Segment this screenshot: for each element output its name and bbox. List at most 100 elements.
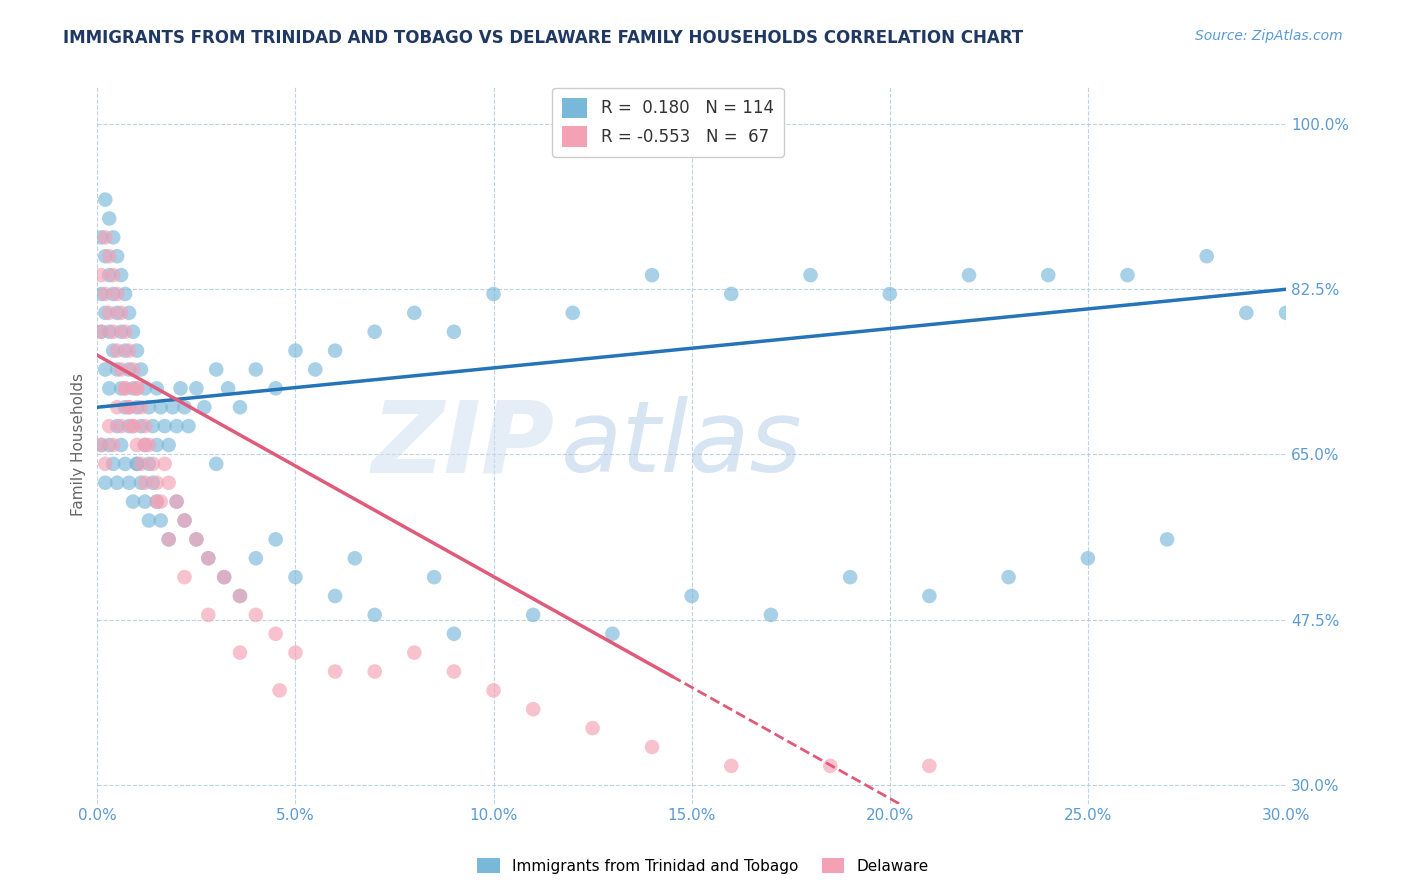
Point <box>110 381 132 395</box>
Point <box>125 457 148 471</box>
Text: Source: ZipAtlas.com: Source: ZipAtlas.com <box>1195 29 1343 43</box>
Point <box>177 419 200 434</box>
Point <box>105 343 128 358</box>
Point <box>125 381 148 395</box>
Point <box>482 287 505 301</box>
Point <box>129 401 152 415</box>
Point <box>323 343 346 358</box>
Point <box>404 646 426 660</box>
Point <box>114 381 136 395</box>
Point <box>114 343 136 358</box>
Point <box>1156 533 1178 547</box>
Point <box>105 419 128 434</box>
Point <box>149 401 172 415</box>
Point <box>197 551 219 566</box>
Point <box>110 306 132 320</box>
Point <box>363 325 385 339</box>
Point <box>118 343 141 358</box>
Point <box>162 401 184 415</box>
Point <box>94 230 117 244</box>
Point <box>105 306 128 320</box>
Point <box>90 325 112 339</box>
Point <box>122 381 145 395</box>
Point <box>205 362 228 376</box>
Point <box>103 438 125 452</box>
Point <box>1195 249 1218 263</box>
Point <box>90 438 112 452</box>
Point <box>166 419 188 434</box>
Point <box>720 287 742 301</box>
Point <box>1275 306 1298 320</box>
Point <box>229 646 252 660</box>
Point <box>229 589 252 603</box>
Point <box>114 401 136 415</box>
Legend: R =  0.180   N = 114, R = -0.553   N =  67: R = 0.180 N = 114, R = -0.553 N = 67 <box>553 87 783 156</box>
Point <box>269 683 291 698</box>
Point <box>125 438 148 452</box>
Point <box>522 607 544 622</box>
Point <box>245 362 267 376</box>
Point <box>186 381 208 395</box>
Point <box>146 475 169 490</box>
Point <box>103 457 125 471</box>
Point <box>90 325 112 339</box>
Point <box>641 739 664 754</box>
Legend: Immigrants from Trinidad and Tobago, Delaware: Immigrants from Trinidad and Tobago, Del… <box>471 852 935 880</box>
Point <box>157 438 180 452</box>
Point <box>146 494 169 508</box>
Point <box>94 362 117 376</box>
Point <box>799 268 821 282</box>
Point <box>125 343 148 358</box>
Text: ZIP: ZIP <box>373 396 555 493</box>
Point <box>98 419 121 434</box>
Text: IMMIGRANTS FROM TRINIDAD AND TOBAGO VS DELAWARE FAMILY HOUSEHOLDS CORRELATION CH: IMMIGRANTS FROM TRINIDAD AND TOBAGO VS D… <box>63 29 1024 46</box>
Point <box>197 607 219 622</box>
Point <box>581 721 603 735</box>
Point <box>343 551 366 566</box>
Point <box>193 401 215 415</box>
Point <box>839 570 862 584</box>
Point <box>641 268 664 282</box>
Point <box>98 381 121 395</box>
Point <box>98 438 121 452</box>
Point <box>114 325 136 339</box>
Point <box>918 759 941 773</box>
Point <box>602 626 624 640</box>
Point <box>153 457 176 471</box>
Point <box>205 457 228 471</box>
Point <box>90 287 112 301</box>
Point <box>197 551 219 566</box>
Point <box>142 475 165 490</box>
Point <box>245 607 267 622</box>
Point <box>94 306 117 320</box>
Point <box>118 401 141 415</box>
Point <box>105 287 128 301</box>
Point <box>122 362 145 376</box>
Point <box>245 551 267 566</box>
Point <box>138 457 160 471</box>
Point <box>134 475 156 490</box>
Point <box>122 494 145 508</box>
Point <box>169 381 191 395</box>
Point <box>105 362 128 376</box>
Point <box>105 249 128 263</box>
Point <box>103 343 125 358</box>
Point <box>323 665 346 679</box>
Point <box>98 211 121 226</box>
Point <box>134 438 156 452</box>
Point <box>142 419 165 434</box>
Point <box>173 570 195 584</box>
Point <box>217 381 239 395</box>
Point <box>129 362 152 376</box>
Point <box>173 514 195 528</box>
Point <box>681 589 703 603</box>
Point <box>173 514 195 528</box>
Point <box>304 362 326 376</box>
Point <box>125 381 148 395</box>
Point <box>125 457 148 471</box>
Point <box>820 759 842 773</box>
Point <box>110 268 132 282</box>
Point <box>98 249 121 263</box>
Point <box>443 626 465 640</box>
Point <box>122 325 145 339</box>
